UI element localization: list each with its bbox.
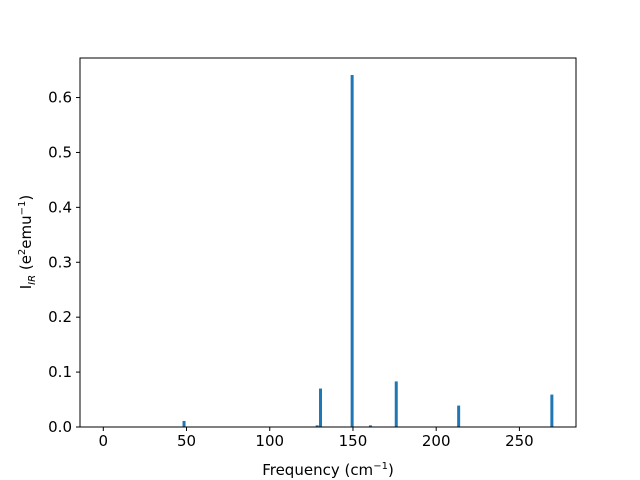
y-tick-label: 0.4	[48, 198, 72, 216]
y-axis-label: IIR (e2emu−1)	[17, 195, 38, 290]
bar	[457, 405, 461, 427]
bar	[182, 420, 186, 427]
x-tick-label: 250	[505, 432, 534, 450]
y-tick-label: 0.6	[48, 89, 72, 107]
y-tick-label: 0.3	[48, 253, 72, 271]
bar	[350, 75, 354, 427]
x-tick-label: 50	[177, 432, 196, 450]
x-axis-ticks: 0 50 100 150 200 250	[99, 427, 534, 450]
bars-group	[182, 75, 554, 427]
x-axis-label: Frequency (cm−1)	[262, 461, 394, 479]
x-tick-label: 200	[422, 432, 451, 450]
y-tick-label: 0.5	[48, 143, 72, 161]
plot-frame	[79, 57, 577, 428]
y-tick-label: 0.1	[48, 363, 72, 381]
bar	[315, 425, 319, 427]
y-tick-label: 0.0	[48, 418, 72, 436]
y-axis-ticks: 0.0 0.1 0.2 0.3 0.4 0.5 0.6	[48, 89, 80, 436]
y-tick-label: 0.2	[48, 308, 72, 326]
bar	[368, 425, 372, 427]
bar	[319, 388, 323, 427]
x-tick-label: 100	[255, 432, 284, 450]
x-tick-label: 0	[99, 432, 109, 450]
bar	[550, 394, 554, 427]
bar	[394, 381, 398, 427]
x-tick-label: 150	[339, 432, 368, 450]
